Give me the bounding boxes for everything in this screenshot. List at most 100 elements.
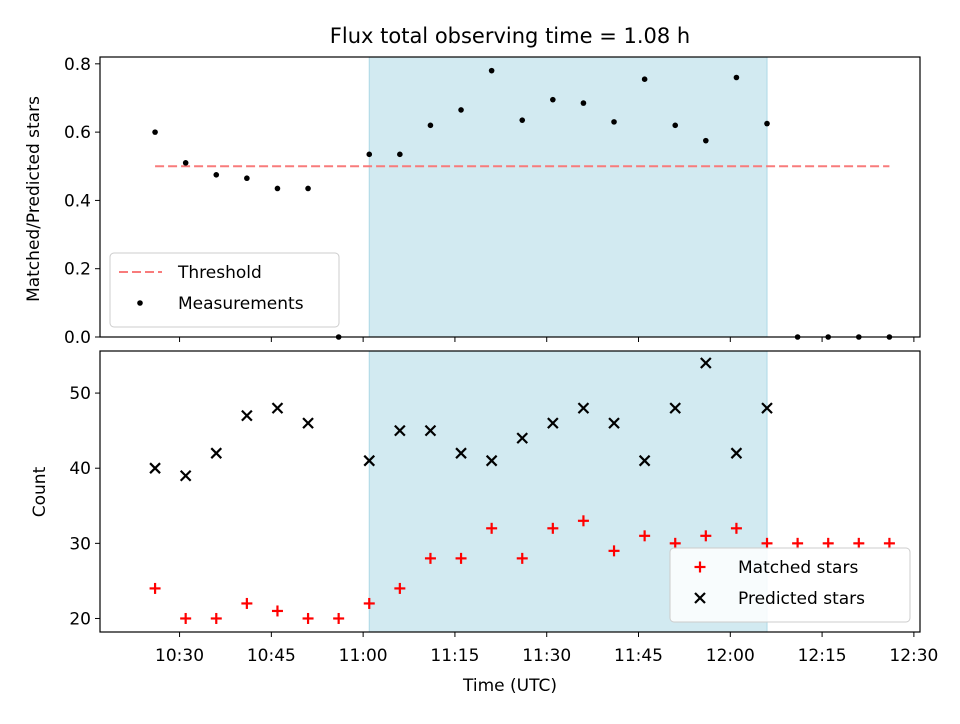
bottom-series-2-point-16-b: [638, 454, 651, 467]
bottom-series-2-point-18-b: [700, 357, 712, 369]
top-series-1-point-9: [397, 151, 403, 158]
bottom-series-2-point-10: [455, 447, 467, 459]
bottom-series-2-point-6: [302, 417, 314, 429]
bottom-series-1-point-20: [730, 522, 742, 534]
top-series-1-point-19: [703, 137, 709, 144]
bottom-series-1-point-25: [883, 537, 895, 549]
bottom-series-2: [149, 357, 773, 482]
xtick-label: 12:15: [798, 646, 847, 666]
bottom-series-2-point-2: [179, 469, 192, 482]
xtick-label: 11:30: [522, 646, 571, 666]
bottom-series-1-point-14: [547, 522, 559, 534]
bottom-legend-box: [669, 547, 911, 623]
bottom-legend-handle-2: [694, 592, 706, 604]
bottom-series-2-point-4-b: [241, 409, 253, 422]
top-legend-handle-2: [137, 300, 143, 306]
xtick-label: 11:45: [614, 646, 663, 666]
bottom-legend-label: Predicted stars: [738, 589, 865, 609]
bottom-series-2-point-7-b: [363, 454, 376, 467]
bottom-series-1-point-4: [241, 597, 253, 609]
chart-title: Flux total observing time = 1.08 h: [330, 24, 690, 48]
top-series-1-point-15: [580, 100, 587, 106]
bottom-series-1-point-23: [822, 537, 834, 549]
bottom-series-2-point-4: [241, 409, 253, 422]
top-legend-box: [109, 252, 340, 328]
top-series-1-point-13: [519, 117, 526, 123]
bottom-series-2-point-9: [424, 424, 437, 437]
bottom-series-1-point-13: [516, 552, 528, 564]
top-series-1-point-5: [274, 185, 281, 192]
bottom-series-1-point-24: [853, 537, 865, 549]
bottom-series-2-point-18: [700, 357, 712, 369]
bottom-series-2-point-17-b: [669, 402, 682, 414]
xtick-label: 11:00: [339, 646, 388, 666]
xtick-label: 10:45: [247, 646, 296, 666]
top-series-1-point-18: [672, 122, 679, 129]
bottom-series-1-point-19: [700, 530, 712, 542]
bottom-series-2-point-8-b: [394, 424, 406, 437]
bottom-series-1-point-10: [424, 552, 436, 564]
top-series-1-point-14: [550, 96, 556, 103]
bottom-ytick-label: 50: [69, 384, 91, 404]
bottom-y-axis-label: Count: [30, 466, 50, 517]
bottom-series-1-point-12: [486, 522, 498, 534]
bottom-series-2-point-19: [730, 447, 743, 459]
bottom-series-2-point-17: [669, 402, 682, 414]
top-series-1-point-4: [244, 175, 250, 182]
bottom-series-2-point-10-b: [455, 447, 467, 459]
bottom-series-2-point-1: [149, 462, 161, 474]
bottom-series-2-point-11-b: [485, 454, 498, 467]
bottom-series-2-point-9-b: [424, 424, 437, 437]
bottom-legend-label: Matched stars: [738, 558, 858, 578]
bottom-legend-handle-2-b: [694, 592, 706, 604]
bottom-legend-handle-1: [694, 561, 706, 573]
bottom-series-1-point-16: [608, 545, 620, 557]
top-series-1-point-16: [611, 119, 617, 125]
top-series-1-point-3: [213, 172, 220, 178]
top-series-1-point-10: [427, 122, 434, 129]
bottom-series-2-point-12: [516, 432, 529, 444]
bottom-series-2-point-7: [363, 454, 376, 467]
bottom-series-2-point-15: [608, 417, 620, 429]
bottom-series-1-point-22: [792, 537, 804, 549]
bottom-series-1-point-9: [394, 582, 406, 594]
bottom-series-1-point-2: [180, 612, 192, 624]
top-series-1-point-21: [764, 120, 770, 127]
bottom-series-1-point-8: [363, 597, 375, 609]
bottom-series-2-point-2-b: [179, 469, 192, 482]
top-axes-frame: [99, 56, 921, 338]
top-series-1-point-12: [488, 67, 495, 74]
bottom-series-1-point-18: [669, 537, 681, 549]
top-series-1-point-2: [182, 160, 189, 166]
bottom-series-1-point-5: [271, 605, 283, 617]
bottom-series-2-point-5: [271, 402, 284, 414]
top-series-1-point-1: [152, 129, 158, 135]
bottom-series-1-point-6: [302, 612, 314, 624]
bottom-series-2-point-3: [210, 447, 223, 459]
top-series-1-point-11: [458, 107, 464, 113]
bottom-series-1-point-11: [455, 552, 467, 564]
bottom-series-2-point-1-b: [149, 462, 161, 474]
bottom-series-2-point-5-b: [271, 402, 284, 414]
top-series-1-point-8: [366, 151, 373, 158]
bottom-series-2-point-13: [547, 417, 559, 429]
bottom-series-2-point-20: [761, 402, 773, 414]
xtick-label: 11:15: [430, 646, 479, 666]
top-ytick-label: 0.2: [64, 260, 91, 280]
bottom-series-1-point-17: [639, 530, 651, 542]
bottom-series-2-point-3-b: [210, 447, 223, 459]
top-series-1: [152, 67, 893, 340]
bottom-series-1: [149, 515, 895, 624]
top-ytick-label: 0.8: [64, 55, 91, 75]
bottom-legend: Matched stars Predicted stars: [669, 547, 911, 623]
bottom-ytick-label: 40: [69, 459, 91, 479]
bottom-series-2-point-19-b: [730, 447, 743, 459]
top-ytick-label: 0.4: [64, 191, 91, 211]
top-ytick-label: 0.6: [64, 123, 91, 143]
bottom-series-2-point-16: [638, 454, 651, 467]
bottom-series-2-point-14: [577, 402, 590, 414]
bottom-series-2-point-11: [485, 454, 498, 467]
top-legend-label: Threshold: [177, 263, 262, 283]
top-legend-label: Measurements: [178, 294, 304, 314]
